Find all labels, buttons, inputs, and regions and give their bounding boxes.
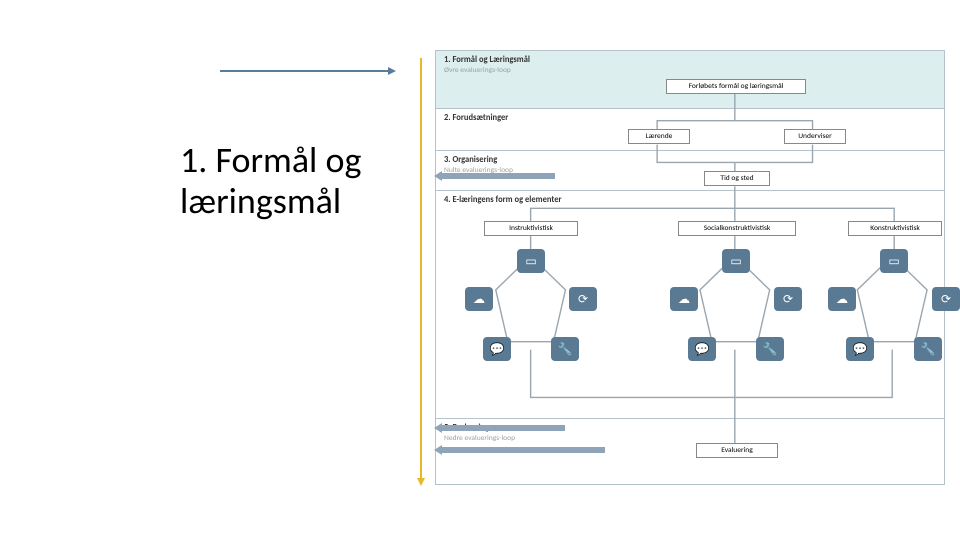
node-wrench-icon: 🔧 [551,337,579,361]
node-speech-icon: 💬 [688,337,716,361]
pentagon-group-1: ▭ ☁ ⟳ 💬 🔧 [461,249,601,369]
pentagon-group-2: ▭ ☁ ⟳ 💬 🔧 [666,249,806,369]
node-speech-icon: 💬 [483,337,511,361]
arrow-down-yellow [420,58,422,480]
node-cycle-icon: ⟳ [932,287,960,311]
loop-arrow-sec5a [440,425,565,431]
section-1-sub: Øvre evaluerings-loop [444,66,936,75]
box-socialkonstruktivistisk: Socialkonstruktivistisk [678,221,796,236]
box-konstruktivistisk: Konstruktivistisk [848,221,942,236]
node-cloud-icon: ☁ [828,287,856,311]
section-3: 3. Organisering Nulte evaluerings-loop T… [436,151,944,191]
node-cloud-icon: ☁ [670,287,698,311]
node-speech-icon: 💬 [846,337,874,361]
node-wrench-icon: 🔧 [914,337,942,361]
title-line-1: 1. Formål og [180,138,361,182]
box-underviser: Underviser [784,129,846,144]
section-1-title: 1. Formål og Læringsmål [444,55,936,65]
section-2-title: 2. Forudsætninger [444,113,936,123]
loop-arrow-sec3 [440,173,555,179]
section-5: 5. Evaluering Nedre evaluerings-loop Eva… [436,419,944,471]
loop-arrow-sec5b [440,447,605,453]
node-cloud-icon: ☁ [465,287,493,311]
node-screen-icon: ▭ [517,249,545,273]
section-4: 4. E-læringens form og elementer Instruk… [436,191,944,419]
node-screen-icon: ▭ [722,249,750,273]
section-1: 1. Formål og Læringsmål Øvre evaluerings… [436,51,944,109]
section-5-sub: Nedre evaluerings-loop [444,434,936,443]
box-evaluering: Evaluering [696,443,778,458]
box-laerende: Lærende [628,129,690,144]
arrow-right [220,70,390,72]
page-title: 1. Formål og læringsmål [180,140,361,223]
box-top: Forløbets formål og læringsmål [666,79,806,94]
box-tid-sted: Tid og sted [704,171,770,186]
node-cycle-icon: ⟳ [774,287,802,311]
box-instruktivistisk: Instruktivistisk [484,221,578,236]
pentagon-group-3: ▭ ☁ ⟳ 💬 🔧 [824,249,960,369]
diagram-frame: 1. Formål og Læringsmål Øvre evaluerings… [435,50,945,485]
section-2: 2. Forudsætninger Lærende Underviser [436,109,944,151]
node-wrench-icon: 🔧 [756,337,784,361]
section-3-title: 3. Organisering [444,155,936,165]
node-cycle-icon: ⟳ [569,287,597,311]
node-screen-icon: ▭ [880,249,908,273]
section-4-title: 4. E-læringens form og elementer [444,195,936,205]
title-line-2: læringsmål [180,179,341,223]
